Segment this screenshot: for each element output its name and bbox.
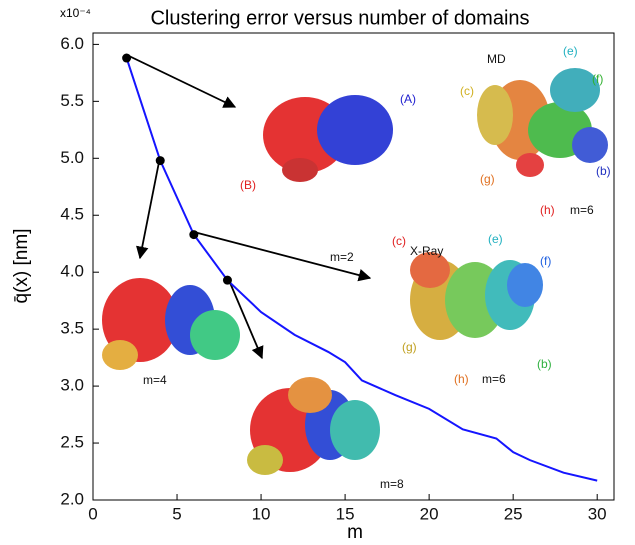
annotation: (h) xyxy=(454,372,469,386)
annotation: (g) xyxy=(402,340,417,354)
annotation: (f) xyxy=(540,254,551,268)
annotation: (e) xyxy=(563,44,578,58)
y-axis-label: q̄(x) [nm] xyxy=(11,229,32,304)
protein-images xyxy=(102,68,608,475)
arrows xyxy=(126,54,372,360)
annotation: m=6 xyxy=(482,372,506,386)
chart-title: Clustering error versus number of domain… xyxy=(150,7,529,29)
x-tick-label: 15 xyxy=(336,504,355,523)
x-tick-label: 10 xyxy=(252,504,271,523)
point xyxy=(122,53,132,63)
annotation: (b) xyxy=(537,357,552,371)
annotation: X-Ray xyxy=(410,244,443,258)
annotation: m=4 xyxy=(143,373,167,387)
y-multiplier: x10⁻⁴ xyxy=(60,6,91,20)
y-tick-label: 2.0 xyxy=(60,489,84,508)
annotation: m=2 xyxy=(330,250,354,264)
annotation: (f) xyxy=(592,72,603,86)
point xyxy=(155,156,165,166)
y-tick-label: 4.5 xyxy=(60,205,84,224)
point xyxy=(189,230,199,240)
annotation: (e) xyxy=(488,232,503,246)
annotation: (B) xyxy=(240,178,256,192)
x-tick-label: 0 xyxy=(88,504,97,523)
annotation: (c) xyxy=(460,84,474,98)
annotation: (g) xyxy=(480,172,495,186)
point xyxy=(222,275,232,285)
line xyxy=(125,57,598,482)
y-tick-label: 3.0 xyxy=(60,376,84,395)
x-tick-label: 30 xyxy=(588,504,607,523)
annotation: m=6 xyxy=(570,203,594,217)
plot-frame xyxy=(92,32,615,501)
y-tick-label: 3.5 xyxy=(60,319,84,338)
annotation: (A) xyxy=(400,92,416,106)
y-tick-label: 2.5 xyxy=(60,433,84,452)
y-tick-label: 6.0 xyxy=(60,34,84,53)
y-tick-label: 5.5 xyxy=(60,91,84,110)
annotation: m=8 xyxy=(380,477,404,491)
annotation: (c) xyxy=(392,234,406,248)
x-tick-label: 25 xyxy=(504,504,523,523)
annotation: (b) xyxy=(596,164,611,178)
annotation: (h) xyxy=(540,203,555,217)
x-tick-label: 5 xyxy=(172,504,181,523)
x-axis-label: m xyxy=(347,522,363,543)
y-tick-label: 4.0 xyxy=(60,262,84,281)
y-tick-label: 5.0 xyxy=(60,148,84,167)
x-tick-label: 20 xyxy=(420,504,439,523)
annotation: MD xyxy=(487,52,506,66)
